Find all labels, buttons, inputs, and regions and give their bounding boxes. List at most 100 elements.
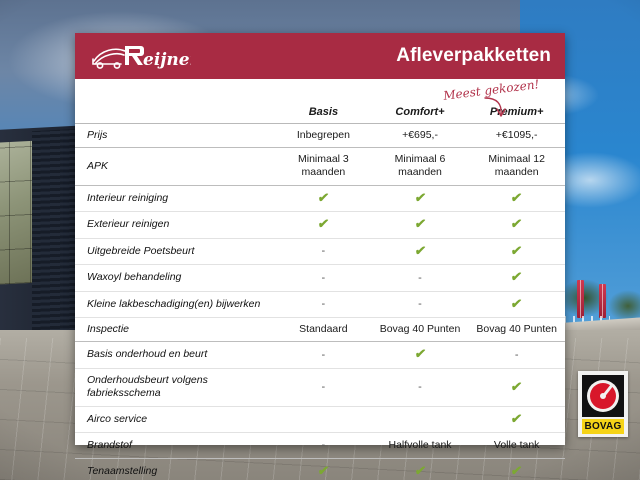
cell-comfort: Bovag 40 Punten: [371, 317, 469, 343]
row-label: Interieur reiniging: [75, 185, 276, 213]
cell-comfort: -: [371, 264, 469, 292]
dash-mark: -: [418, 381, 422, 394]
cell-basis: ✔: [275, 458, 372, 480]
table-row: Airco service ✔: [75, 406, 565, 434]
table-row: Kleine lakbeschadiging(en) bijwerken - - ✔: [75, 291, 565, 319]
row-label: Waxoyl behandeling: [75, 264, 276, 292]
cell-comfort: ✔: [371, 238, 469, 266]
check-icon: ✔: [316, 189, 330, 205]
row-label: Prijs: [75, 123, 276, 148]
check-icon: ✔: [510, 410, 524, 426]
table-row: Waxoyl behandeling - - ✔: [75, 264, 565, 292]
check-icon: ✔: [510, 242, 524, 258]
package-comparison-card: eijnen Afleverpakketten Meest gekozen! B…: [75, 33, 565, 480]
cell-premium: ✔: [468, 291, 565, 319]
cell-premium: ✔: [468, 406, 565, 434]
cell-basis: -: [275, 238, 372, 266]
cell-comfort: Halfvolle tank: [371, 432, 469, 459]
check-icon: ✔: [510, 295, 524, 311]
check-icon: ✔: [413, 462, 427, 478]
table-row: Interieur reiniging ✔ ✔ ✔: [75, 185, 565, 213]
packages-table: Basis Comfort+ Premium+ Prijs Inbegrepen +…: [75, 79, 565, 480]
check-icon: ✔: [510, 269, 524, 285]
row-label: Uitgebreide Poetsbeurt: [75, 238, 276, 266]
row-label: Exterieur reinigen: [75, 211, 276, 239]
cell-premium: Minimaal 12 maanden: [468, 147, 565, 186]
cell-basis: Inbegrepen: [275, 123, 372, 148]
cell-basis: ✔: [275, 211, 372, 239]
cell-comfort: -: [371, 291, 469, 319]
check-icon: ✔: [413, 216, 427, 232]
check-icon: ✔: [316, 462, 330, 478]
cell-premium: ✔: [468, 368, 565, 407]
cell-basis: Minimaal 3 maanden: [275, 147, 372, 186]
bovag-wordmark: BOVAG: [582, 419, 624, 434]
cell-premium: -: [468, 341, 565, 369]
column-header-basis: Basis: [275, 79, 372, 124]
cell-comfort: ✔: [371, 458, 469, 480]
row-label: Brandstof: [75, 432, 276, 459]
check-icon: ✔: [510, 189, 524, 205]
check-icon: ✔: [510, 378, 524, 394]
check-icon: ✔: [413, 242, 427, 258]
cell-basis: -: [275, 264, 372, 292]
column-header-premium: Premium+: [468, 79, 565, 124]
cell-premium: +€1095,-: [468, 123, 565, 148]
bovag-logo: BOVAG: [578, 371, 628, 437]
svg-text:eijnen: eijnen: [143, 50, 191, 70]
cell-basis: [275, 406, 372, 434]
cell-premium: Volle tank: [468, 432, 565, 459]
cell-comfort: [371, 406, 469, 434]
table-row: Exterieur reinigen ✔ ✔ ✔: [75, 211, 565, 239]
check-icon: ✔: [510, 462, 524, 478]
cell-comfort: Minimaal 6 maanden: [371, 147, 469, 186]
check-icon: ✔: [316, 216, 330, 232]
check-icon: ✔: [413, 189, 427, 205]
row-label: APK: [75, 147, 276, 186]
cell-basis: ✔: [275, 185, 372, 213]
table-row: Tenaamstelling ✔ ✔ ✔: [75, 458, 565, 480]
cell-premium: Bovag 40 Punten: [468, 317, 565, 343]
dash-mark: -: [418, 271, 422, 284]
cell-basis: Standaard: [275, 317, 372, 343]
page-title: Afleverpakketten: [396, 45, 551, 66]
cell-premium: ✔: [468, 264, 565, 292]
cell-premium: ✔: [468, 458, 565, 480]
cell-basis: -: [275, 291, 372, 319]
cell-premium: ✔: [468, 185, 565, 213]
flag-pole-4: [577, 280, 584, 318]
flag-pole-5: [599, 284, 606, 318]
bovag-wheel-icon: [582, 375, 624, 417]
check-icon: ✔: [510, 216, 524, 232]
row-label: Kleine lakbeschadiging(en) bijwerken: [75, 291, 276, 319]
column-header-feature: [75, 79, 276, 124]
table-row: Prijs Inbegrepen +€695,- +€1095,-: [75, 123, 565, 148]
row-label: Onderhoudsbeurt volgens fabrieksschema: [75, 368, 276, 407]
dash-mark: -: [514, 348, 519, 361]
table-header-row: Basis Comfort+ Premium+: [75, 79, 565, 124]
dash-mark: -: [321, 348, 326, 361]
dash-mark: -: [321, 439, 326, 452]
dash-mark: -: [321, 245, 326, 258]
dash-mark: -: [321, 298, 326, 311]
dash-mark: -: [418, 298, 422, 311]
row-label: Basis onderhoud en beurt: [75, 341, 276, 369]
table-row: Uitgebreide Poetsbeurt - ✔ ✔: [75, 238, 565, 266]
cell-comfort: ✔: [371, 185, 469, 213]
card-header: eijnen Afleverpakketten: [75, 33, 565, 79]
table-row: Inspectie Standaard Bovag 40 Punten Bovag 4…: [75, 317, 565, 343]
table-row: Brandstof - Halfvolle tank Volle tank: [75, 432, 565, 459]
dash-mark: -: [321, 271, 326, 284]
table-row: Basis onderhoud en beurt - ✔ -: [75, 341, 565, 369]
dash-mark: -: [321, 381, 326, 394]
cell-basis: -: [275, 368, 372, 407]
reijnen-logo: eijnen: [91, 39, 191, 73]
check-icon: ✔: [413, 346, 427, 362]
column-header-comfort: Comfort+: [371, 79, 469, 124]
row-label: Tenaamstelling: [75, 458, 276, 480]
cell-comfort: ✔: [371, 341, 469, 369]
cell-comfort: +€695,-: [371, 123, 469, 148]
table-row: APK Minimaal 3 maanden Minimaal 6 maanden M…: [75, 147, 565, 186]
cell-comfort: ✔: [371, 211, 469, 239]
